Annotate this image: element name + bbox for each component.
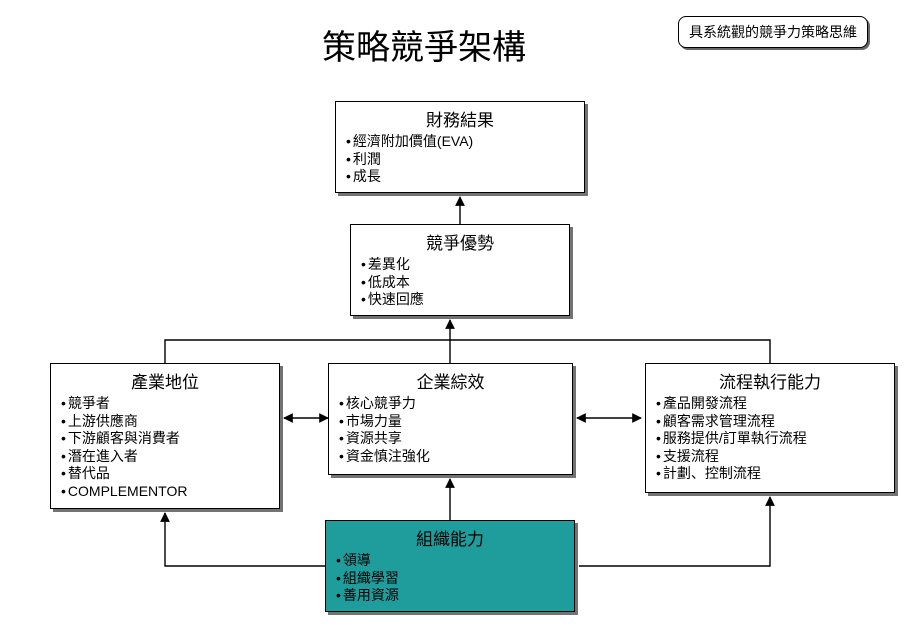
list-item: 上游供應商 [61,413,279,431]
box-heading: 企業綜效 [329,364,572,393]
list-item: 潛在進入者 [61,448,279,466]
list-item: 核心競爭力 [339,395,572,413]
list-item: 資金慎注強化 [339,448,572,466]
box-item-list: 核心競爭力 市場力量 資源共享 資金慎注強化 [329,395,572,469]
box-item-list: 產品開發流程 顧客需求管理流程 服務提供/訂單執行流程 支援流程 計劃、控制流程 [646,395,894,487]
connector [579,497,770,566]
box-heading: 流程執行能力 [646,364,894,393]
list-item: 經濟附加價值(EVA) [346,133,584,151]
box-heading: 組織能力 [326,521,574,550]
box-item-list: 經濟附加價值(EVA) 利潤 成長 [336,133,584,190]
connector [165,513,325,566]
list-item: 產品開發流程 [656,395,894,413]
box-competitive-advantage: 競爭優勢 差異化 低成本 快速回應 [350,224,570,316]
box-heading: 產業地位 [51,364,279,393]
box-item-list: 差異化 低成本 快速回應 [351,256,569,313]
list-item: 計劃、控制流程 [656,465,894,483]
list-item: 服務提供/訂單執行流程 [656,430,894,448]
list-item: COMPLEMENTOR [61,483,279,501]
list-item: 競爭者 [61,395,279,413]
list-item: 利潤 [346,151,584,169]
box-industry-position: 產業地位 競爭者 上游供應商 下游顧客與消費者 潛在進入者 替代品 COMPLE… [50,363,280,509]
list-item: 支援流程 [656,448,894,466]
list-item: 低成本 [361,274,569,292]
box-corporate-synergy: 企業綜效 核心競爭力 市場力量 資源共享 資金慎注強化 [328,363,573,475]
list-item: 資源共享 [339,430,572,448]
page-title: 策略競爭架構 [322,20,526,69]
box-process-capability: 流程執行能力 產品開發流程 顧客需求管理流程 服務提供/訂單執行流程 支援流程 … [645,363,895,493]
box-item-list: 競爭者 上游供應商 下游顧客與消費者 潛在進入者 替代品 COMPLEMENTO… [51,395,279,504]
list-item: 顧客需求管理流程 [656,413,894,431]
box-heading: 競爭優勢 [351,225,569,254]
box-item-list: 領導 組織學習 善用資源 [326,552,574,609]
box-organizational-capability: 組織能力 領導 組織學習 善用資源 [325,520,575,612]
connector [165,340,450,363]
list-item: 善用資源 [336,587,574,605]
list-item: 市場力量 [339,413,572,431]
connector [450,340,770,363]
list-item: 成長 [346,168,584,186]
list-item: 差異化 [361,256,569,274]
context-tag: 具系統觀的競爭力策略思維 [678,16,868,48]
box-financial-results: 財務結果 經濟附加價值(EVA) 利潤 成長 [335,101,585,193]
list-item: 快速回應 [361,291,569,309]
box-heading: 財務結果 [336,102,584,131]
diagram-canvas: 策略競爭架構 具系統觀的競爭力策略思維 財務結果 經濟附加價值(EVA) 利潤 … [0,0,920,637]
list-item: 領導 [336,552,574,570]
list-item: 組織學習 [336,570,574,588]
list-item: 下游顧客與消費者 [61,430,279,448]
list-item: 替代品 [61,465,279,483]
